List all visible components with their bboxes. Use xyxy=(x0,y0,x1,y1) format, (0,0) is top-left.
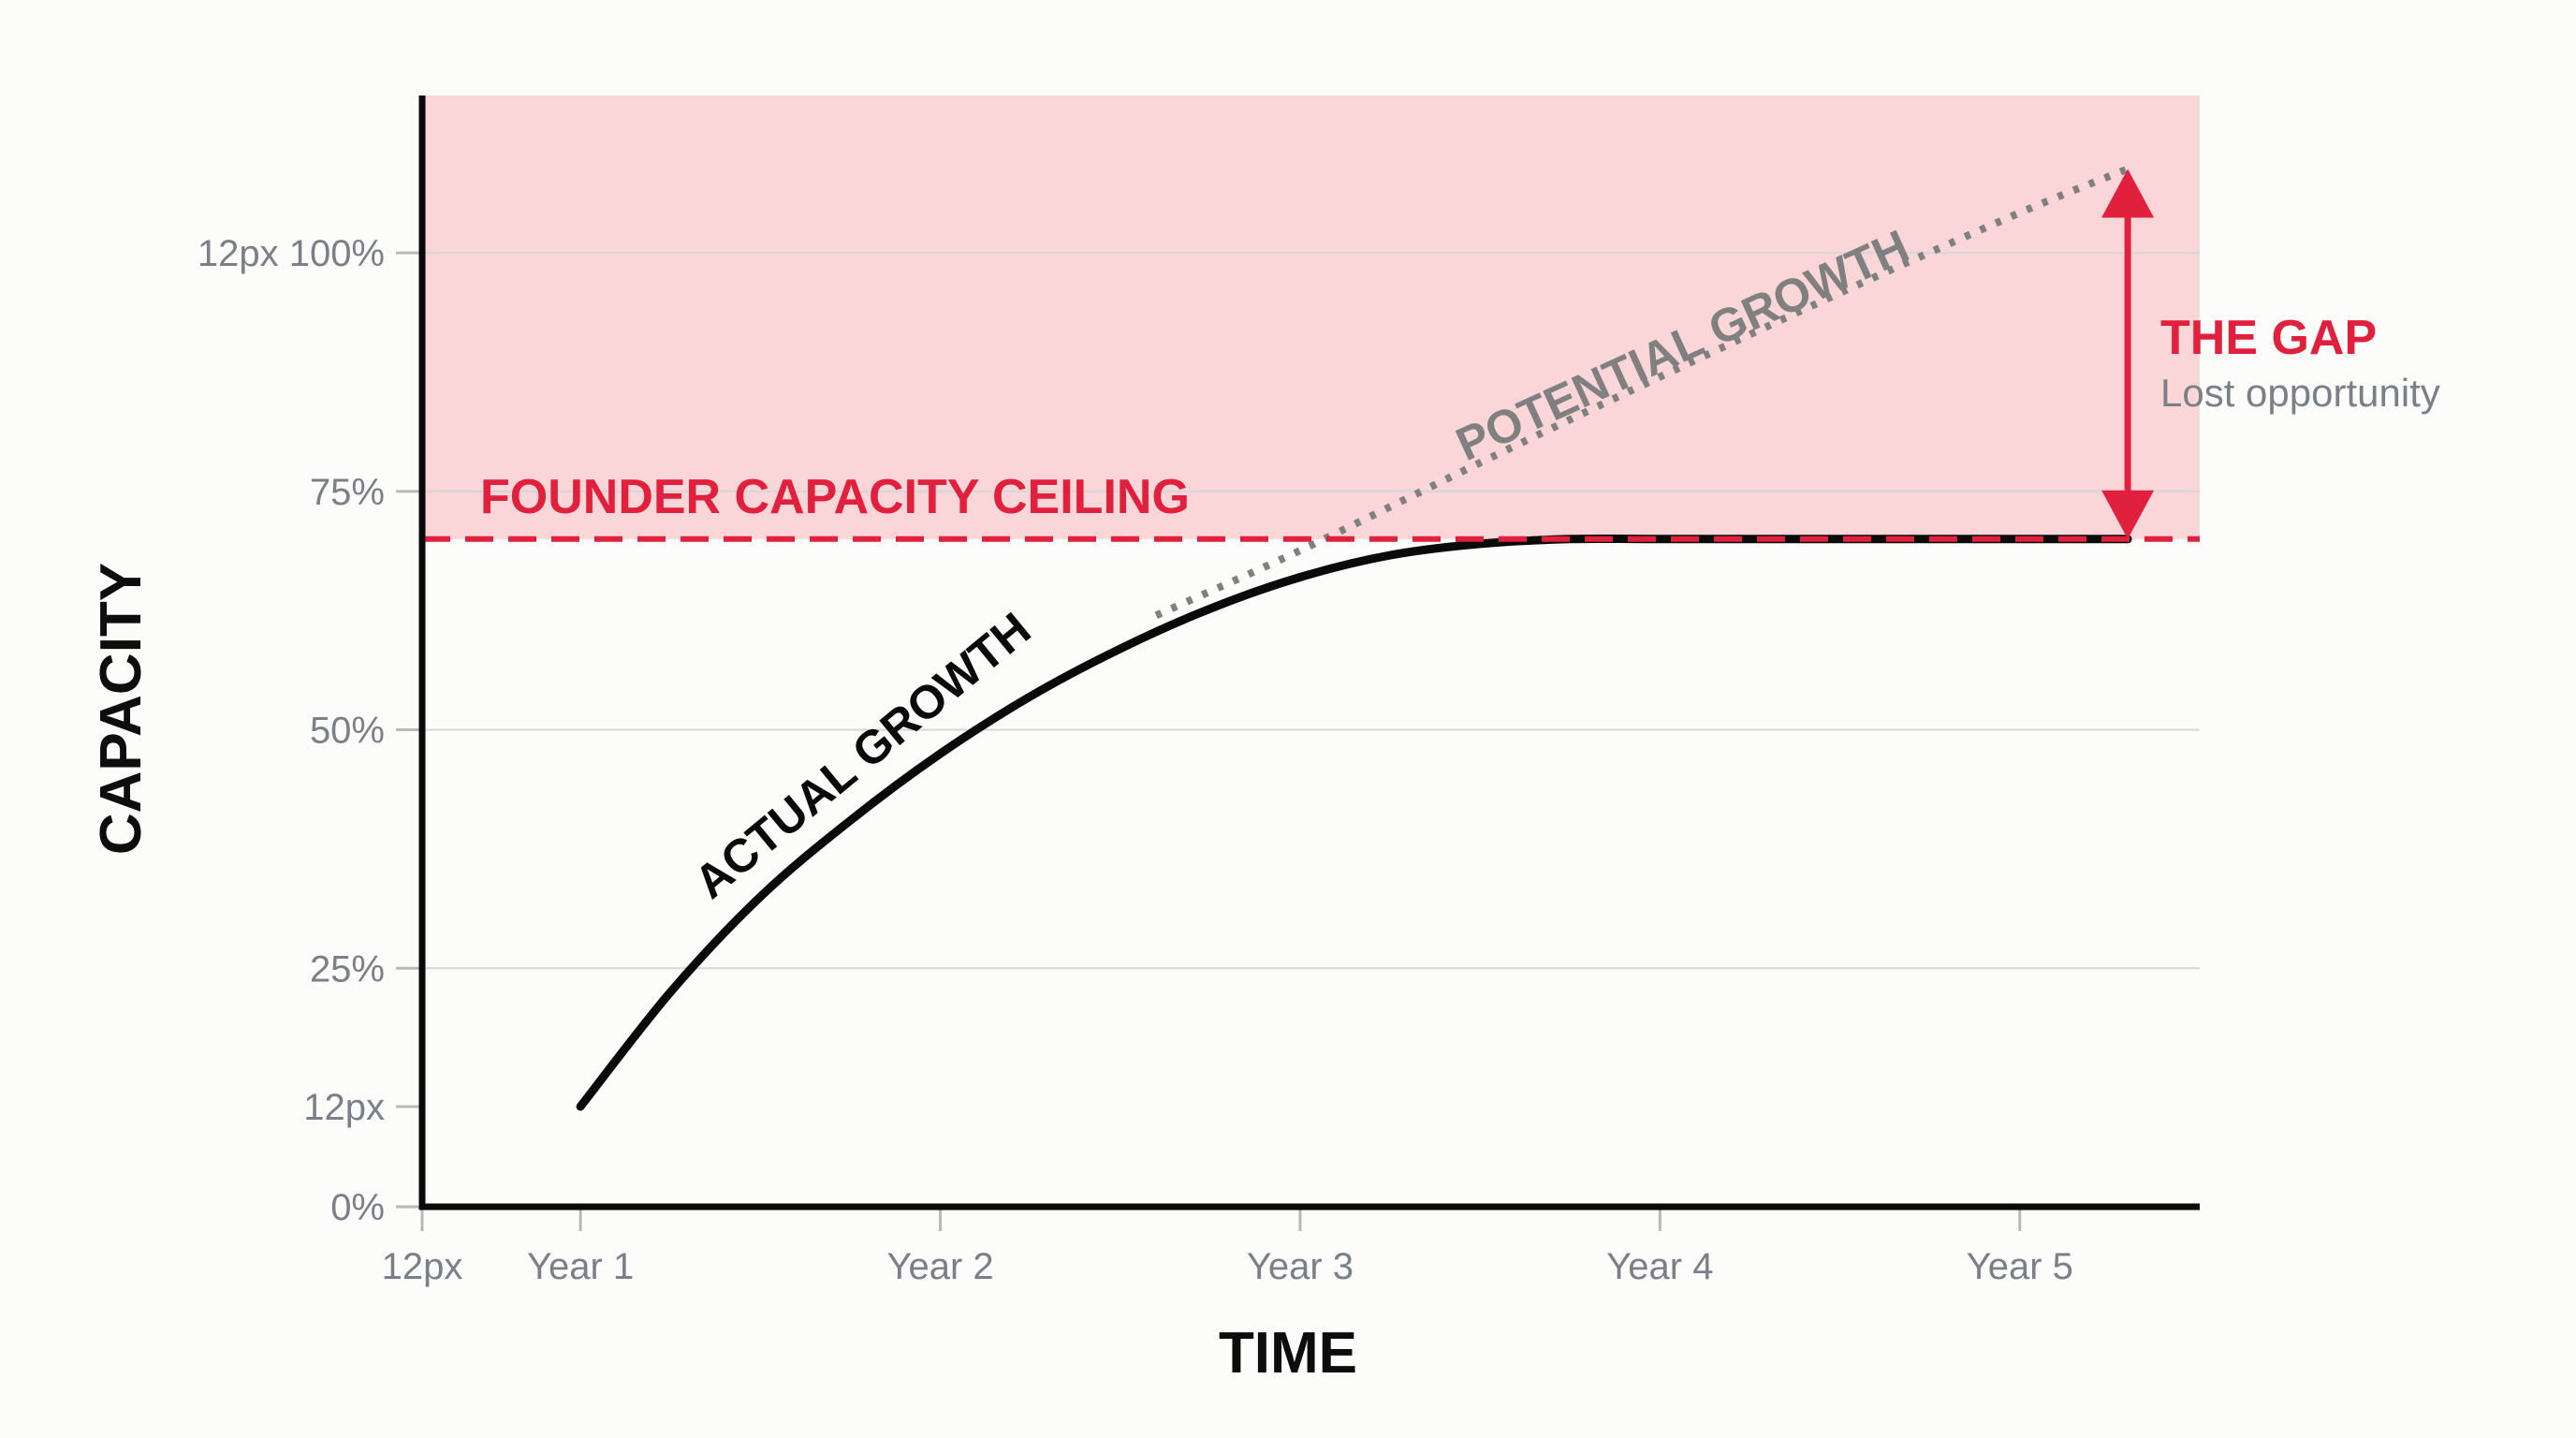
x-tick-label: Year 2 xyxy=(886,1246,993,1287)
x-tick-label: Year 5 xyxy=(1967,1246,2073,1287)
x-tick-label: Year 3 xyxy=(1247,1246,1354,1287)
gap-double-arrow xyxy=(2101,169,2155,539)
y-axis-ticks: 0% 12px 25% 50% 75% 12px 100% xyxy=(198,233,422,1228)
ceiling-shaded-region xyxy=(422,95,2200,539)
gap-title: THE GAP xyxy=(2160,311,2377,365)
potential-growth-line xyxy=(1154,165,2130,619)
ceiling-label: FOUNDER CAPACITY CEILING xyxy=(480,470,1190,524)
y-tick-label: 25% xyxy=(310,948,385,990)
x-tick-label: 12px xyxy=(382,1246,463,1287)
y-tick-label: 0% xyxy=(330,1187,385,1228)
x-axis-ticks: 12px Year 1 Year 2 Year 3 Year 4 Year 5 xyxy=(382,1207,2073,1287)
x-tick-label: Year 4 xyxy=(1606,1246,1713,1287)
gap-arrow-head-top xyxy=(2101,169,2155,218)
y-tick-label: 75% xyxy=(310,472,385,513)
gap-subtitle: Lost opportunity xyxy=(2160,371,2440,415)
y-axis-title: CAPACITY xyxy=(89,563,154,855)
y-tick-label: 12px 100% xyxy=(198,233,385,274)
actual-growth-line xyxy=(576,534,2132,1111)
y-tick-label: 12px xyxy=(303,1087,385,1128)
grid-lines xyxy=(422,252,2200,970)
x-tick-label: Year 1 xyxy=(527,1246,634,1287)
x-axis-title: TIME xyxy=(1219,1321,1357,1386)
gap-arrow-head-bottom xyxy=(2101,490,2155,539)
y-tick-label: 50% xyxy=(310,711,385,752)
actual-growth-label: ACTUAL GROWTH xyxy=(684,602,1040,908)
